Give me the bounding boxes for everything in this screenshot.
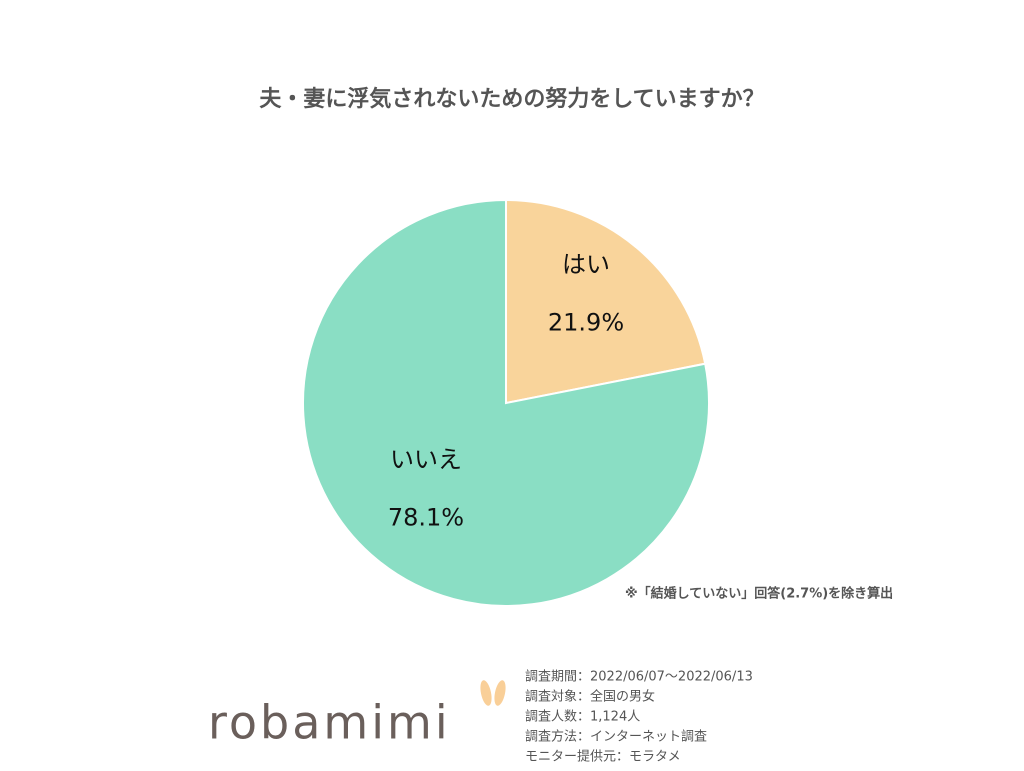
- pie-slice: [302, 198, 710, 607]
- survey-info: 調査期間：2022/06/07～2022/06/13: [525, 670, 753, 685]
- footnote: ※「結婚していない」回答(2.7%)を除き算出: [625, 586, 893, 602]
- logo-text: robamimi: [208, 696, 451, 750]
- survey-info: 調査人数：1,124人: [525, 710, 640, 725]
- slice-label: いいえ: [390, 445, 462, 473]
- slice-label: はい: [562, 251, 610, 279]
- survey-info: 調査方法：インターネット調査: [525, 729, 707, 745]
- pie-slice: [505, 198, 707, 405]
- logo-ear: [494, 680, 506, 706]
- logo: robamimi: [208, 680, 506, 750]
- survey-info: 調査対象：全国の男女: [525, 689, 655, 705]
- survey-info: モニター提供元：モラタメ: [525, 749, 681, 765]
- chart-title: 夫・妻に浮気されないための努力をしていますか？: [259, 86, 764, 112]
- value-label: 21.9%: [548, 309, 624, 337]
- value-label: 78.1%: [388, 503, 464, 531]
- logo-ear: [480, 680, 492, 706]
